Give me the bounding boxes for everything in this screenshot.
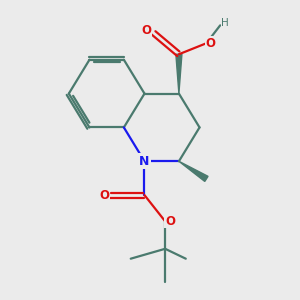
Polygon shape [176,54,182,94]
Text: N: N [139,155,150,168]
Text: O: O [165,215,175,228]
Polygon shape [179,161,208,182]
Text: H: H [221,18,229,28]
Text: O: O [99,189,109,202]
Text: O: O [142,24,152,37]
Text: O: O [206,37,215,50]
